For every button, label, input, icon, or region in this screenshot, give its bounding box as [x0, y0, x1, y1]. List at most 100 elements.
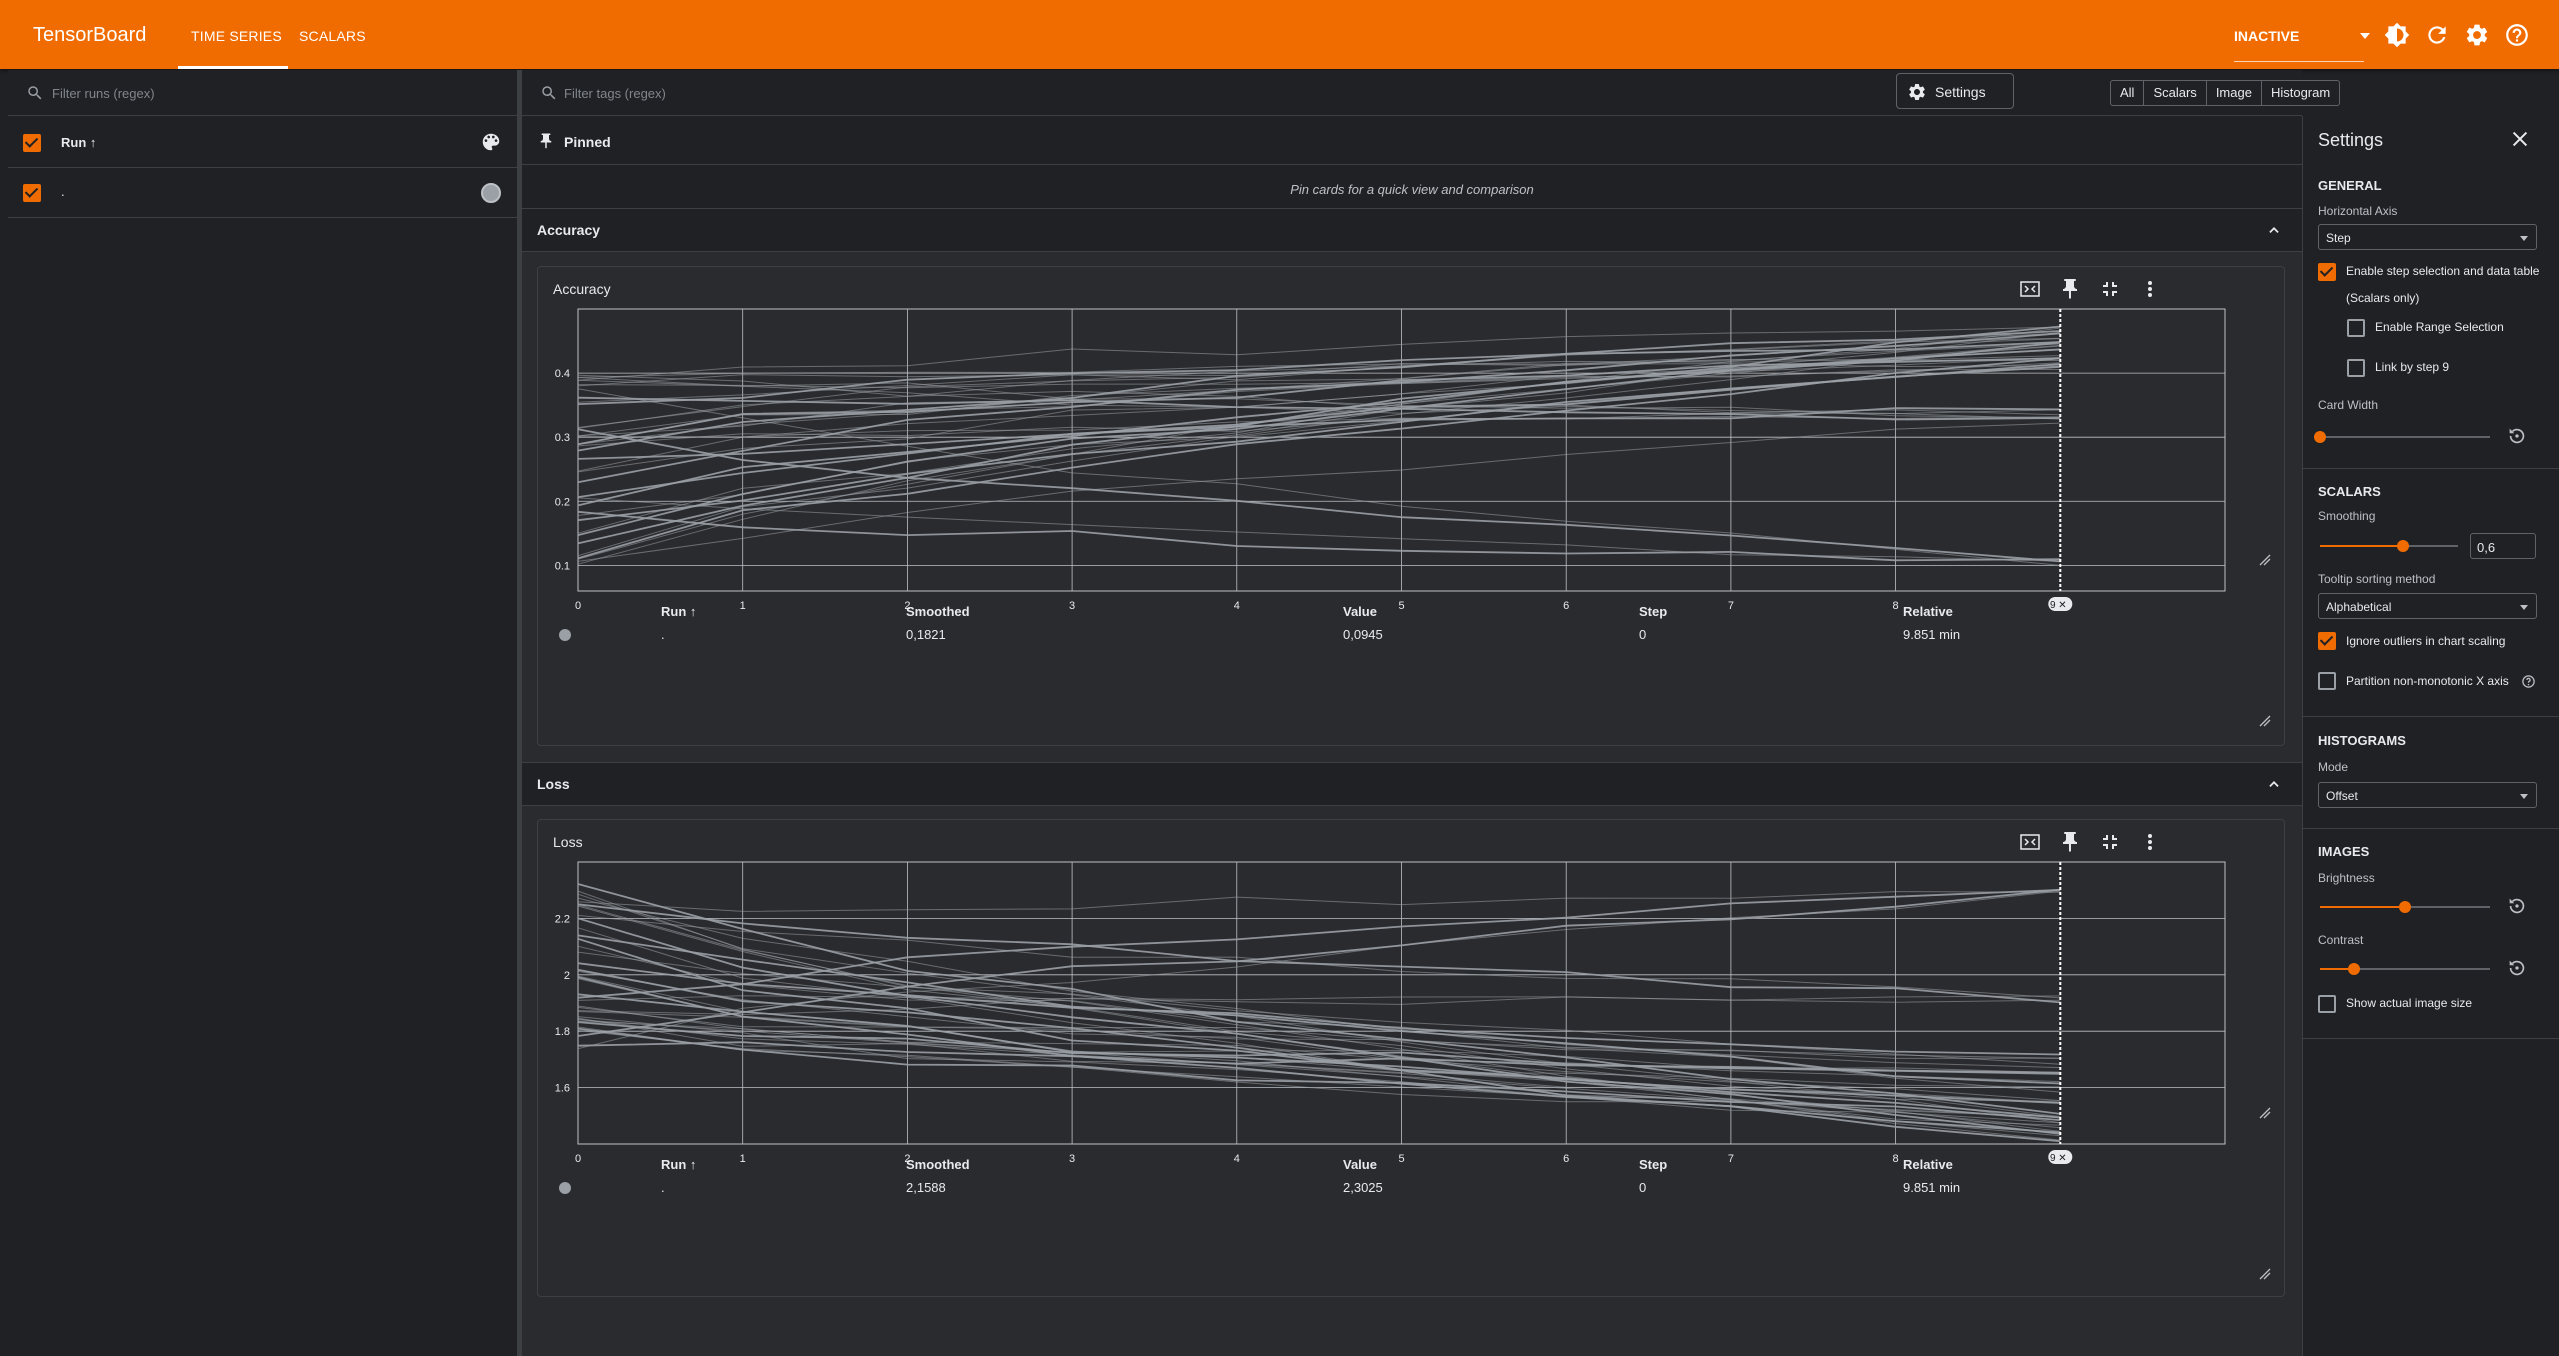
- runs-filter[interactable]: Filter runs (regex): [8, 70, 517, 116]
- theme-toggle-icon[interactable]: [2384, 22, 2410, 48]
- histogram-mode-select[interactable]: Offset: [2318, 782, 2537, 808]
- table-header-smoothed[interactable]: Smoothed: [906, 1157, 970, 1172]
- help-icon[interactable]: [2504, 22, 2530, 48]
- chevron-down-icon: [2520, 605, 2528, 610]
- reset-icon[interactable]: [2506, 957, 2528, 979]
- general-heading: GENERAL: [2318, 178, 2382, 193]
- chevron-up-icon[interactable]: [2267, 777, 2281, 791]
- run-name: .: [61, 184, 65, 199]
- link-by-step-checkbox[interactable]: [2347, 359, 2365, 377]
- resize-handle-icon[interactable]: [2258, 714, 2272, 728]
- table-header-relative[interactable]: Relative: [1903, 1157, 1953, 1172]
- chevron-down-icon: [2520, 794, 2528, 799]
- run-checkbox[interactable]: [23, 184, 41, 202]
- x-tick-label: 2: [904, 1153, 910, 1165]
- x-tick-label: 5: [1398, 600, 1404, 612]
- close-icon[interactable]: [2509, 128, 2531, 150]
- fit-domain-icon[interactable]: [2018, 277, 2042, 301]
- tab-time-series[interactable]: TIME SERIES: [191, 28, 282, 44]
- pin-card-icon[interactable]: [2058, 277, 2082, 301]
- chevron-down-icon: [2520, 236, 2528, 241]
- brightness-slider-fill: [2320, 906, 2405, 908]
- contrast-slider[interactable]: [2320, 968, 2490, 970]
- table-header-value[interactable]: Value: [1343, 604, 1377, 619]
- brightness-slider-knob[interactable]: [2399, 901, 2411, 913]
- partition-checkbox[interactable]: [2318, 672, 2336, 690]
- series-line: [577, 1017, 2061, 1088]
- card-type-filter: All Scalars Image Histogram: [2110, 80, 2341, 106]
- resize-handle-icon[interactable]: [2258, 1267, 2272, 1281]
- collapse-card-icon[interactable]: [2098, 277, 2122, 301]
- table-header-value[interactable]: Value: [1343, 1157, 1377, 1172]
- reset-icon[interactable]: [2506, 425, 2528, 447]
- panel-resize-divider[interactable]: [517, 70, 522, 1356]
- filter-histogram-button[interactable]: Histogram: [2270, 85, 2331, 100]
- settings-button[interactable]: Settings: [1896, 73, 2014, 109]
- tags-filter-placeholder[interactable]: Filter tags (regex): [564, 86, 666, 101]
- section-header-loss[interactable]: Loss: [522, 762, 2302, 806]
- series-line: [577, 889, 2061, 999]
- table-header-smoothed[interactable]: Smoothed: [906, 604, 970, 619]
- x-tick-label: 8: [1893, 1153, 1899, 1165]
- range-selection-checkbox[interactable]: [2347, 319, 2365, 337]
- table-header-run[interactable]: Run ↑: [661, 1157, 697, 1172]
- table-header-step[interactable]: Step: [1639, 604, 1668, 619]
- settings-divider: [2303, 828, 2559, 829]
- run-color-swatch[interactable]: [481, 183, 501, 203]
- contrast-slider-knob[interactable]: [2348, 963, 2360, 975]
- table-cell-relative: 9.851 min: [1903, 627, 1961, 642]
- plugin-status-select[interactable]: INACTIVE: [2234, 28, 2300, 44]
- settings-divider: [2303, 468, 2559, 469]
- step-selection-checkbox[interactable]: [2318, 263, 2336, 281]
- x-tick-label: 3: [1069, 1153, 1075, 1165]
- card-width-slider[interactable]: [2320, 436, 2490, 438]
- chevron-up-icon[interactable]: [2267, 223, 2281, 237]
- resize-handle-icon[interactable]: [2258, 553, 2272, 567]
- table-header-step[interactable]: Step: [1639, 1157, 1668, 1172]
- run-column-header[interactable]: Run ↑: [61, 135, 97, 150]
- tab-scalars[interactable]: SCALARS: [299, 28, 366, 44]
- help-icon[interactable]: [2521, 674, 2536, 689]
- runs-filter-placeholder: Filter runs (regex): [52, 86, 155, 101]
- palette-icon[interactable]: [480, 131, 502, 153]
- table-header-run[interactable]: Run ↑: [661, 604, 697, 619]
- y-tick-label: 1.8: [555, 1026, 570, 1038]
- refresh-icon[interactable]: [2424, 22, 2450, 48]
- reset-icon[interactable]: [2506, 895, 2528, 917]
- smoothing-input[interactable]: 0,6: [2470, 533, 2536, 559]
- histogram-mode-value: Offset: [2326, 789, 2358, 803]
- smoothing-slider-knob[interactable]: [2396, 540, 2409, 552]
- fit-domain-icon[interactable]: [2018, 830, 2042, 854]
- series-line: [577, 325, 2061, 545]
- accuracy-line-chart[interactable]: 0.1 0.2 0.3 0.4 0 1 2 3 4 5 6 7 8 9 ✕: [538, 307, 2286, 637]
- section-header-accuracy[interactable]: Accuracy: [522, 208, 2302, 252]
- filter-image-button[interactable]: Image: [2207, 81, 2262, 105]
- series-line: [577, 1027, 2061, 1121]
- resize-handle-icon[interactable]: [2258, 1106, 2272, 1120]
- table-header-relative[interactable]: Relative: [1903, 604, 1953, 619]
- y-tick-label: 0.3: [555, 432, 570, 444]
- filter-all-button[interactable]: All: [2111, 81, 2145, 105]
- card-width-slider-knob[interactable]: [2314, 431, 2326, 443]
- more-vert-icon[interactable]: [2138, 830, 2162, 854]
- tooltip-sort-select[interactable]: Alphabetical: [2318, 593, 2537, 619]
- series-line: [577, 332, 2061, 428]
- select-all-runs-checkbox[interactable]: [23, 134, 41, 152]
- series-line: [577, 995, 2061, 1005]
- status-dropdown-arrow-icon[interactable]: [2360, 33, 2370, 39]
- pin-card-icon[interactable]: [2058, 830, 2082, 854]
- run-row[interactable]: .: [8, 168, 517, 218]
- more-vert-icon[interactable]: [2138, 277, 2162, 301]
- loss-line-chart[interactable]: 1.6 1.8 2 2.2 0 1 2 3 4 5 6 7 8 9 ✕: [538, 860, 2286, 1190]
- ignore-outliers-checkbox[interactable]: [2318, 632, 2336, 650]
- horizontal-axis-select[interactable]: Step: [2318, 224, 2537, 250]
- x-tick-label: 4: [1234, 600, 1240, 612]
- series-line: [577, 897, 2061, 1093]
- actual-size-checkbox[interactable]: [2318, 995, 2336, 1013]
- series-line: [577, 1011, 2061, 1059]
- main-content: Filter tags (regex) All Scalars Image Hi…: [522, 70, 2341, 1356]
- collapse-card-icon[interactable]: [2098, 830, 2122, 854]
- filter-scalars-button[interactable]: Scalars: [2144, 81, 2207, 105]
- gear-icon[interactable]: [2464, 22, 2490, 48]
- scalar-card-accuracy: Accuracy 0.1 0.2 0.3 0.4 0 1 2 3 4 5 6 7 8 9 ✕ Run ↑ …: [537, 266, 2285, 746]
